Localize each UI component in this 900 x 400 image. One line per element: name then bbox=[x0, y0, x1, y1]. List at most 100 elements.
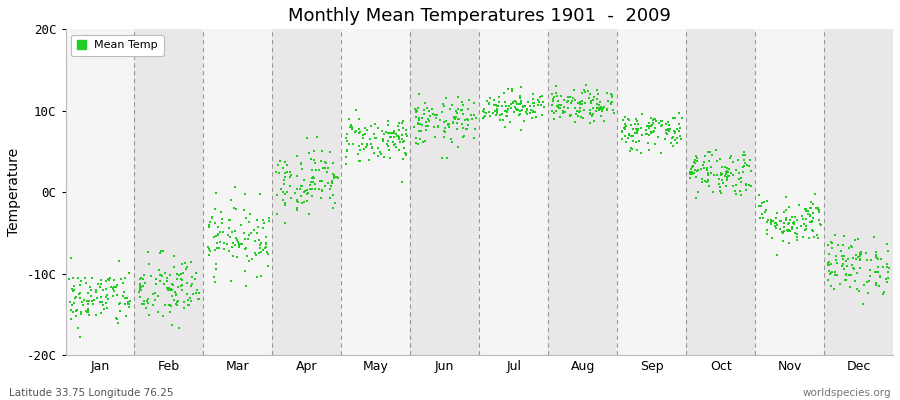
Point bbox=[776, 230, 790, 236]
Point bbox=[698, 159, 712, 165]
Point bbox=[387, 142, 401, 148]
Point bbox=[238, 268, 253, 274]
Point bbox=[399, 151, 413, 158]
Point bbox=[422, 117, 436, 124]
Point bbox=[234, 222, 248, 228]
Point bbox=[307, 148, 321, 155]
Point bbox=[491, 103, 505, 109]
Point bbox=[805, 218, 819, 225]
Point bbox=[760, 198, 775, 204]
Point bbox=[489, 102, 503, 108]
Point bbox=[352, 126, 366, 132]
Point bbox=[163, 272, 177, 278]
Point bbox=[258, 244, 273, 250]
Point bbox=[788, 214, 802, 220]
Point bbox=[256, 225, 270, 232]
Point bbox=[529, 114, 544, 120]
Point bbox=[345, 126, 359, 132]
Point bbox=[476, 108, 491, 114]
Point bbox=[592, 107, 607, 114]
Point bbox=[307, 156, 321, 163]
Point bbox=[303, 178, 318, 185]
Point bbox=[410, 120, 425, 126]
Point bbox=[84, 287, 98, 293]
Point bbox=[456, 111, 471, 117]
Point bbox=[120, 295, 134, 301]
Point bbox=[590, 87, 605, 94]
Point bbox=[364, 143, 379, 150]
Point bbox=[574, 114, 589, 120]
Point bbox=[547, 116, 562, 122]
Point bbox=[305, 174, 320, 180]
Point bbox=[626, 137, 641, 144]
Point bbox=[166, 297, 181, 304]
Point bbox=[876, 291, 890, 298]
Point bbox=[396, 125, 410, 132]
Point bbox=[506, 98, 520, 105]
Point bbox=[70, 325, 85, 331]
Point bbox=[446, 114, 461, 120]
Point bbox=[271, 162, 285, 168]
Point bbox=[630, 127, 644, 134]
Point bbox=[73, 282, 87, 288]
Point bbox=[352, 130, 366, 136]
Point bbox=[357, 146, 372, 153]
Point bbox=[508, 98, 522, 104]
Point bbox=[575, 100, 590, 107]
Point bbox=[572, 108, 586, 115]
Point bbox=[450, 144, 464, 151]
Point bbox=[595, 106, 609, 113]
Bar bbox=[66, 29, 134, 355]
Point bbox=[360, 126, 374, 133]
Point bbox=[275, 197, 290, 203]
Point bbox=[691, 189, 706, 196]
Point bbox=[663, 126, 678, 132]
Point bbox=[392, 120, 407, 126]
Bar bbox=[480, 29, 548, 355]
Point bbox=[409, 107, 423, 114]
Point bbox=[209, 190, 223, 197]
Point bbox=[201, 243, 215, 250]
Point bbox=[228, 242, 242, 248]
Point bbox=[870, 263, 885, 270]
Point bbox=[615, 128, 629, 135]
Point bbox=[436, 103, 451, 109]
Point bbox=[464, 116, 479, 122]
Point bbox=[450, 126, 464, 132]
Point bbox=[726, 159, 741, 165]
Point bbox=[442, 121, 456, 127]
Point bbox=[504, 101, 518, 108]
Point bbox=[109, 315, 123, 322]
Point bbox=[685, 171, 699, 178]
Point bbox=[248, 238, 262, 244]
Point bbox=[557, 104, 572, 110]
Point bbox=[451, 94, 465, 101]
Point bbox=[821, 242, 835, 248]
Point bbox=[868, 254, 883, 260]
Point bbox=[247, 227, 261, 233]
Point bbox=[790, 230, 805, 237]
Point bbox=[230, 206, 244, 212]
Point bbox=[148, 297, 162, 303]
Point bbox=[715, 172, 729, 178]
Point bbox=[735, 164, 750, 170]
Point bbox=[80, 309, 94, 315]
Point bbox=[513, 111, 527, 117]
Point bbox=[755, 200, 770, 206]
Point bbox=[339, 154, 354, 161]
Point bbox=[688, 160, 702, 166]
Point bbox=[502, 103, 517, 110]
Point bbox=[496, 117, 510, 123]
Point bbox=[668, 115, 682, 122]
Point bbox=[491, 103, 505, 109]
Point bbox=[460, 126, 474, 132]
Point bbox=[153, 249, 167, 256]
Point bbox=[318, 165, 332, 172]
Point bbox=[163, 308, 177, 315]
Point bbox=[498, 108, 512, 114]
Point bbox=[441, 122, 455, 128]
Point bbox=[455, 134, 470, 140]
Point bbox=[102, 276, 116, 283]
Point bbox=[290, 207, 304, 213]
Point bbox=[831, 242, 845, 248]
